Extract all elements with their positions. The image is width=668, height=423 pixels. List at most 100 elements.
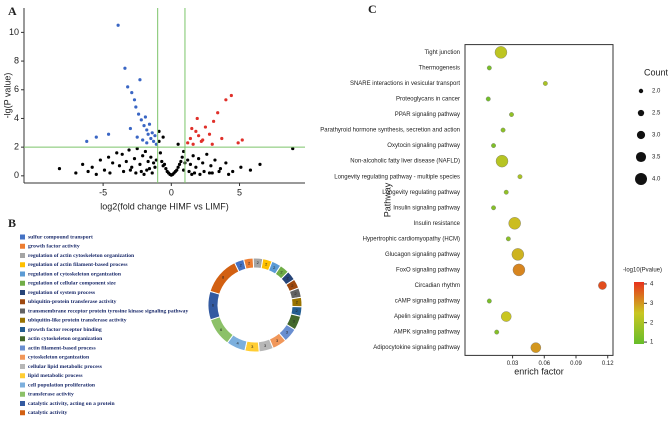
size-legend-title: Count	[644, 67, 668, 77]
y-axis-title: Pathway	[382, 182, 392, 217]
size-legend-dot	[635, 151, 647, 163]
point	[248, 168, 253, 172]
y-tick-label: Tight junction	[425, 50, 460, 56]
legend-label: ubiquitin-like protein transferase activ…	[28, 318, 127, 324]
legend-label: sulfur compound transport	[28, 234, 93, 240]
size-legend-label: 4.0	[652, 177, 661, 183]
point	[231, 169, 235, 174]
segment-label: 3	[293, 318, 296, 323]
point	[191, 142, 195, 146]
y-tick-label: Proteoglycans in cancer	[396, 97, 460, 103]
point	[139, 118, 143, 122]
segment-label: 6	[212, 303, 215, 308]
y-tick-label: Apelin signaling pathway	[394, 314, 460, 320]
point	[188, 136, 193, 141]
bubble	[486, 298, 492, 304]
point	[94, 135, 98, 139]
x-tick-label: 0.06	[538, 361, 550, 367]
point	[94, 172, 98, 176]
legend-label: regulation of system process	[28, 290, 96, 296]
point	[115, 151, 119, 155]
point	[175, 168, 179, 172]
point	[188, 162, 193, 166]
segment-label: 2	[291, 283, 294, 288]
point	[153, 165, 157, 169]
segment-label: 2	[295, 308, 298, 313]
point	[127, 148, 131, 152]
legend-swatch	[20, 391, 25, 397]
y-tick-label: Longevity regulating pathway - multiple …	[334, 174, 460, 180]
point	[190, 126, 194, 131]
bubble	[598, 281, 607, 290]
y-tick-label: Longevity regulating pathway	[382, 190, 460, 196]
y-tick-label: PPAR signaling pathway	[395, 112, 460, 118]
y-tick-label: Adipocytokine signaling pathway	[373, 345, 460, 351]
y-tick-label: Hypertrophic cardiomyopathy (HCM)	[363, 236, 460, 242]
y-tick-label: SNARE interactions in vesicular transpor…	[350, 81, 460, 87]
point	[128, 168, 132, 172]
segment-label: 2	[273, 265, 276, 270]
bubble	[500, 311, 512, 322]
point	[147, 167, 152, 171]
legend-swatch	[20, 308, 25, 314]
point	[134, 171, 138, 175]
point	[146, 159, 150, 164]
segment-label: 2	[248, 260, 251, 265]
bubble	[494, 329, 500, 335]
point	[106, 132, 111, 136]
point	[143, 115, 148, 119]
x-tick-label: 0.03	[507, 361, 519, 367]
legend-swatch	[20, 345, 25, 351]
point	[141, 138, 145, 142]
size-legend-dot	[638, 88, 644, 94]
legend-label: regulation of cytoskeleton organization	[28, 271, 122, 277]
point	[141, 154, 145, 158]
point	[157, 139, 161, 144]
point	[154, 158, 158, 162]
legend-swatch	[20, 280, 25, 286]
point	[203, 125, 208, 129]
bubble	[486, 65, 492, 71]
y-tick-label: Non-alcoholic fatty liver disease (NAFLD…	[350, 159, 460, 165]
point	[197, 134, 201, 138]
point	[194, 129, 198, 133]
x-tick-label: -5	[99, 187, 107, 197]
legend-label: ubiquitin-protein transferase activity	[28, 299, 117, 305]
segment-label: 3	[276, 338, 279, 343]
point	[153, 134, 157, 138]
donut-segment	[209, 262, 240, 295]
point	[181, 149, 186, 154]
point	[176, 165, 180, 169]
legend-label: actin filament-based process	[28, 345, 96, 351]
point	[90, 165, 94, 169]
legend-swatch	[20, 299, 25, 305]
point	[194, 165, 198, 169]
point	[218, 167, 223, 171]
point	[132, 157, 137, 161]
point	[154, 142, 158, 146]
point	[57, 167, 62, 171]
colorbar-label: 4	[650, 282, 654, 288]
point	[149, 136, 153, 141]
legend-label: actin cytoskeleton organization	[28, 336, 103, 342]
y-tick-label: Insulin resistance	[414, 221, 461, 227]
point	[291, 146, 295, 151]
bubble	[511, 248, 525, 261]
x-tick-label: 0.12	[602, 361, 614, 367]
point	[130, 165, 134, 169]
point	[201, 138, 205, 142]
y-tick-label: Oxytocin signaling pathway	[387, 143, 460, 149]
legend-swatch	[20, 234, 25, 240]
y-tick-label: Insulin signaling pathway	[393, 205, 460, 211]
point	[181, 168, 186, 172]
point	[124, 159, 128, 164]
segment-label: 3	[286, 329, 289, 334]
legend-label: regulation of cellular component size	[28, 281, 116, 287]
point	[134, 105, 138, 109]
legend-swatch	[20, 401, 25, 406]
legend-swatch	[20, 290, 25, 295]
point	[146, 132, 150, 136]
y-tick-label: cAMP signaling pathway	[395, 299, 460, 305]
point	[186, 158, 190, 162]
bubble	[500, 127, 506, 133]
